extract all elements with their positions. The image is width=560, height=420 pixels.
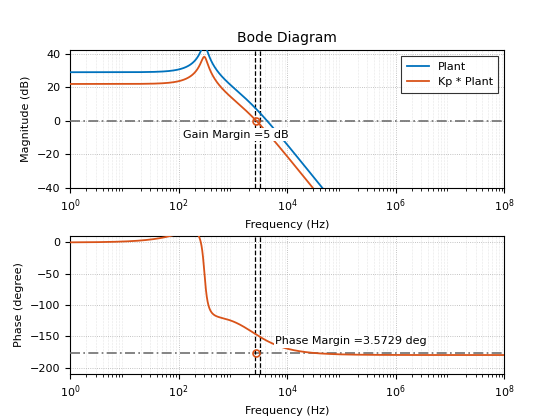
X-axis label: Frequency (Hz): Frequency (Hz) — [245, 406, 329, 416]
Title: Bode Diagram: Bode Diagram — [237, 31, 337, 45]
X-axis label: Frequency (Hz): Frequency (Hz) — [245, 220, 329, 230]
Text: Phase Margin =3.5729 deg: Phase Margin =3.5729 deg — [275, 336, 427, 346]
Y-axis label: Magnitude (dB): Magnitude (dB) — [21, 76, 31, 163]
Legend: Plant, Kp * Plant: Plant, Kp * Plant — [401, 56, 498, 93]
Y-axis label: Phase (degree): Phase (degree) — [14, 262, 24, 347]
Text: Gain Margin =5 dB: Gain Margin =5 dB — [183, 130, 288, 140]
